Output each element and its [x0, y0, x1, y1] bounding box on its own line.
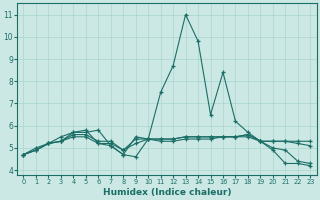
X-axis label: Humidex (Indice chaleur): Humidex (Indice chaleur)	[103, 188, 231, 197]
